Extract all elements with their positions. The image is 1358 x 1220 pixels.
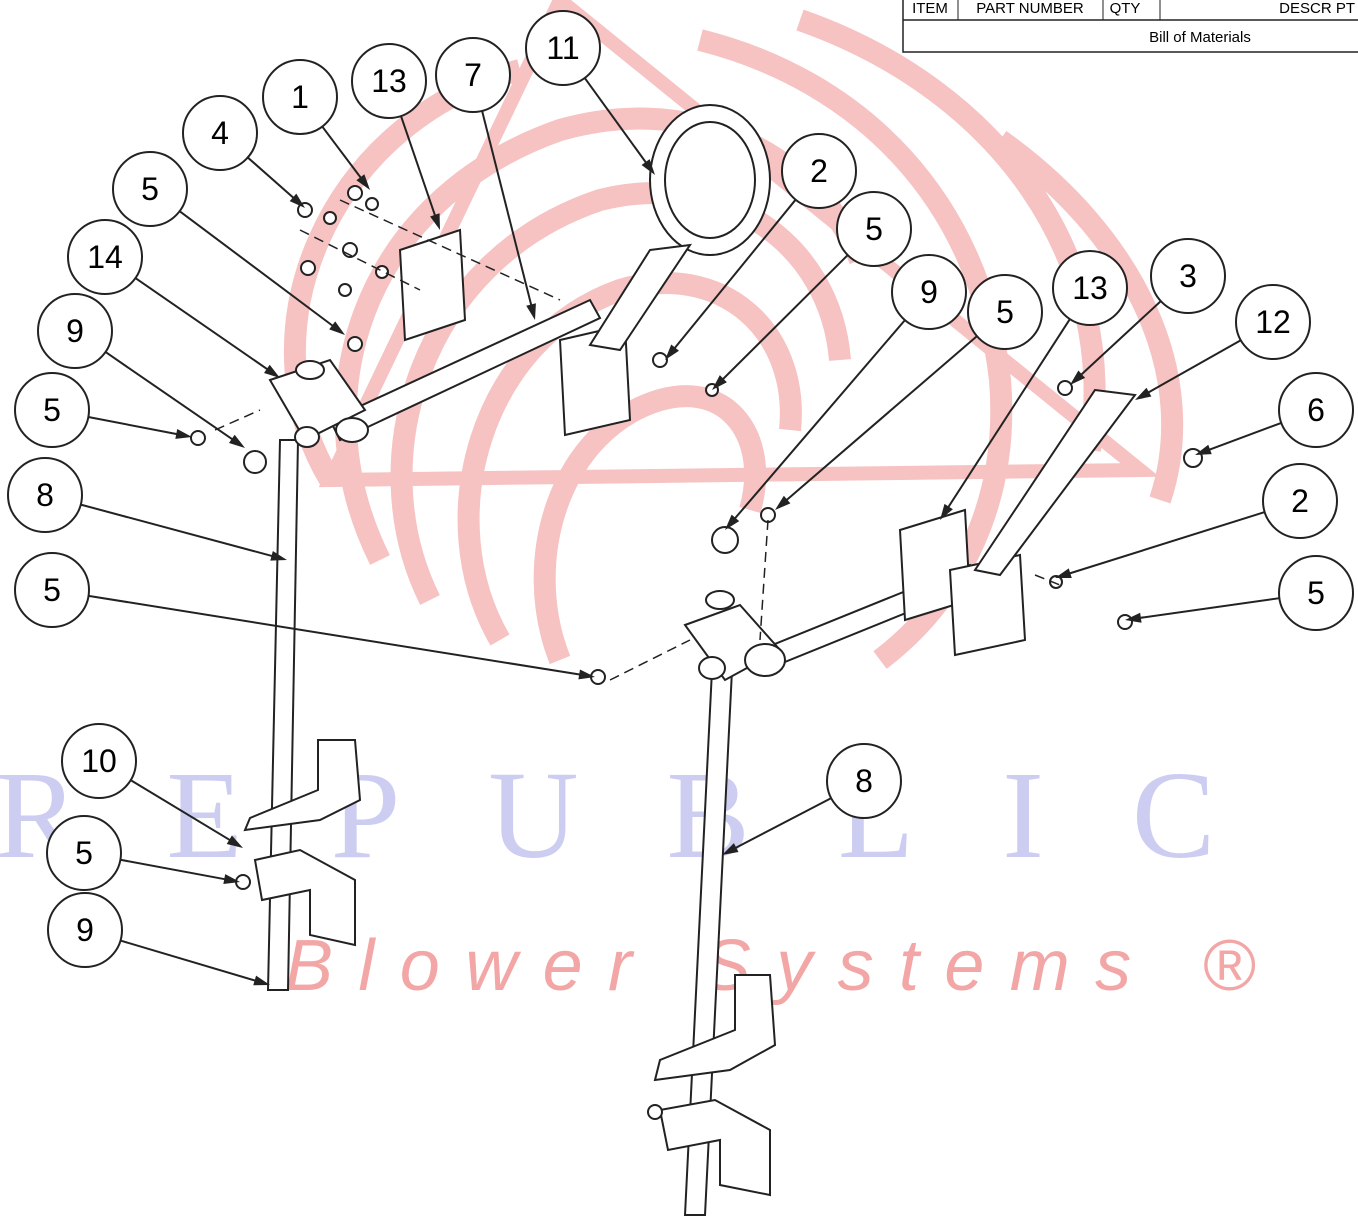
balloon-label: 5 bbox=[141, 171, 159, 207]
bom-header: QTY bbox=[1110, 0, 1141, 17]
balloon-label: 9 bbox=[66, 313, 84, 349]
arrowhead bbox=[1135, 388, 1151, 400]
leader-line bbox=[120, 941, 260, 983]
balloon-label: 12 bbox=[1255, 304, 1291, 340]
balloon-label: 11 bbox=[546, 30, 579, 66]
leader-line bbox=[89, 596, 586, 676]
exploded-diagram: REPUBLIC Blower Systems ® bbox=[0, 0, 1358, 1220]
leader-line bbox=[1135, 598, 1279, 618]
balloon-label: 5 bbox=[865, 211, 883, 247]
leader-line bbox=[1204, 423, 1281, 452]
bom-header: ITEM bbox=[912, 0, 948, 17]
balloon-label: 4 bbox=[211, 115, 229, 151]
balloon-label: 1 bbox=[291, 79, 309, 115]
balloon-label: 5 bbox=[43, 572, 61, 608]
leader-line bbox=[248, 157, 298, 201]
arrowhead bbox=[229, 435, 245, 448]
arrowhead bbox=[526, 303, 536, 320]
leader-line bbox=[135, 278, 271, 372]
balloon-label: 2 bbox=[810, 153, 828, 189]
bom-caption: Bill of Materials bbox=[1149, 29, 1251, 46]
bom-table: ITEM PART NUMBER QTY DESCR PT Bill of Ma… bbox=[903, 0, 1358, 52]
balloon-label: 9 bbox=[920, 274, 938, 310]
balloon-label: 13 bbox=[371, 63, 407, 99]
balloon-label: 8 bbox=[36, 477, 54, 513]
arrowhead bbox=[264, 365, 280, 378]
balloon-label: 5 bbox=[75, 835, 93, 871]
balloon-label: 3 bbox=[1179, 258, 1197, 294]
balloon-label: 5 bbox=[996, 294, 1014, 330]
balloon-label: 6 bbox=[1307, 392, 1325, 428]
balloon-label: 14 bbox=[87, 239, 123, 275]
arrowhead bbox=[1055, 568, 1072, 578]
bom-header: DESCR PT bbox=[1279, 0, 1355, 17]
balloon-label: 7 bbox=[464, 57, 482, 93]
balloon-label: 8 bbox=[855, 763, 873, 799]
balloon-label: 13 bbox=[1072, 270, 1108, 306]
leader-line bbox=[81, 505, 278, 558]
leader-line bbox=[401, 116, 437, 221]
balloon-label: 5 bbox=[1307, 575, 1325, 611]
bom-header: PART NUMBER bbox=[976, 0, 1084, 17]
balloon-label: 2 bbox=[1291, 483, 1309, 519]
balloon-label: 10 bbox=[81, 743, 117, 779]
leader-line bbox=[105, 352, 236, 442]
arrowhead bbox=[175, 429, 192, 439]
watermark-brand: REPUBLIC bbox=[0, 747, 1303, 885]
leader-line bbox=[88, 417, 182, 435]
leader-line bbox=[1065, 512, 1265, 575]
balloon-label: 9 bbox=[76, 912, 94, 948]
arrowhead bbox=[329, 321, 345, 335]
leader-line bbox=[322, 127, 364, 182]
balloon-label: 5 bbox=[43, 392, 61, 428]
